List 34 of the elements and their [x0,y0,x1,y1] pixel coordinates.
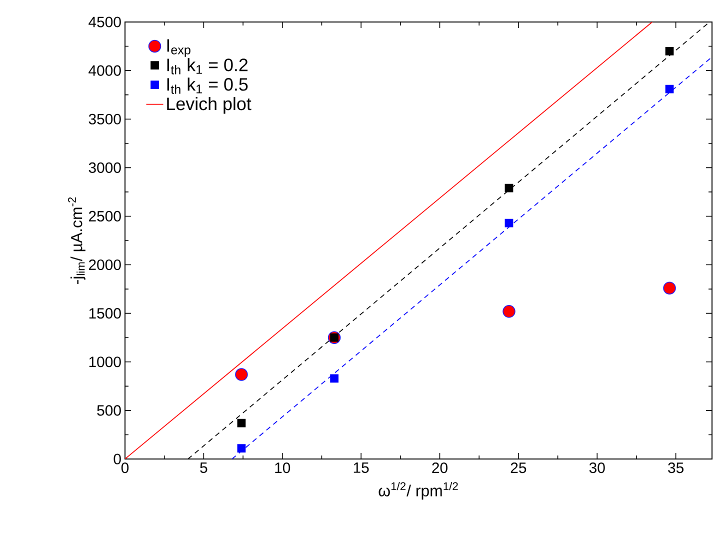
point [663,282,676,294]
x-tick-label: 20 [432,462,448,474]
point [235,368,248,381]
x-tick-label: 30 [589,462,605,474]
x-tick-label: 10 [275,462,290,474]
y-tick-label: 3500 [88,114,121,124]
point [665,46,674,56]
legend-label: I$_{th}$ k$_{1}$ = 0.2 [167,58,248,74]
legend-label: Levich plot [167,97,252,114]
y-tick-label: 2000 [88,259,121,270]
y-tick-label: 0 [114,454,121,464]
y-tick-label: 3000 [88,162,121,173]
x-tick-label: 0 [121,462,129,474]
x-tick-label: 15 [354,462,369,473]
y-tick-label: 500 [97,405,121,416]
legend-label: I$_{th}$ k$_{1}$ = 0.5 [167,78,248,94]
y-tick-label: 1500 [89,308,121,319]
point [665,84,674,94]
point [237,444,246,452]
y-tick-label: 2500 [88,210,121,222]
x-tick-label: 25 [510,462,526,474]
point [504,184,514,192]
legend-label: I$_{exp}$ [167,39,190,57]
x-tick-label: 5 [200,462,208,473]
point [504,218,514,228]
y-tick-label: 4500 [88,16,121,28]
y-tick-label: 4000 [88,65,121,76]
x-tick-label: 35 [668,462,684,474]
point [237,418,246,428]
point [502,305,516,318]
x-axis-title: ω$^{1/2}$/ rpm$^{1/2}$ [378,482,458,500]
point [330,374,338,383]
y-tick-label: 1000 [89,356,121,368]
y-axis-title: -j$_{lim}$/ µA.cm$^{-2}$ [68,197,86,284]
